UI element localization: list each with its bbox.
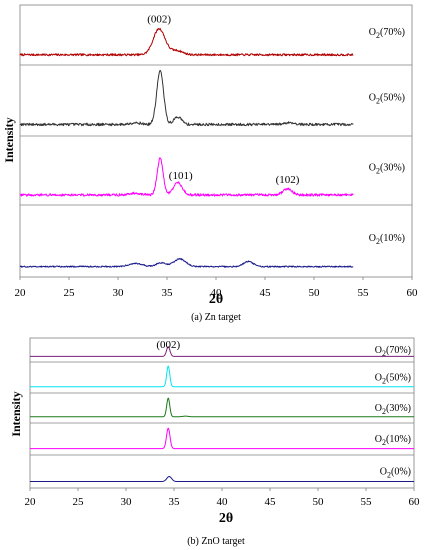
series-label-1: O2(70%)	[375, 345, 411, 358]
peak-annotation-1: (002)	[147, 14, 171, 26]
x-tick-label: 60	[409, 496, 421, 508]
series-label-5: O2(0%)	[380, 467, 411, 480]
x-tick-label: 30	[113, 287, 125, 299]
series-line-1	[19, 27, 354, 57]
x-tick-label: 60	[407, 287, 419, 299]
series-label-4: O2(10%)	[369, 233, 405, 246]
panel-b-caption: (b) ZnO target	[187, 536, 245, 547]
x-tick-label: 45	[260, 287, 272, 299]
x-tick-label: 50	[313, 496, 325, 508]
x-tick-label: 20	[25, 496, 37, 508]
panel-a-caption: (a) Zn target	[191, 312, 241, 323]
x-tick-label: 40	[217, 496, 229, 508]
x-tick-label: 55	[361, 496, 373, 508]
series-label-3: O2(30%)	[369, 163, 405, 176]
panel-b-zno-target: O2(70%) O2(50%) O2(30%) O2(10%) O2(0%) (002)…	[9, 337, 421, 547]
x-tick-label: 55	[358, 287, 370, 299]
peak-annotation-3: (102)	[276, 174, 300, 186]
x-tick-label: 40	[211, 287, 223, 299]
series-line-4	[19, 258, 354, 268]
series-label-3: O2(30%)	[375, 403, 411, 416]
series-line-2	[29, 365, 415, 388]
series-label-1: O2(70%)	[369, 27, 405, 40]
peak-annotation-2: (101)	[169, 170, 193, 182]
panel-a-xlabel: 2θ	[209, 292, 223, 307]
panel-b-frame	[29, 337, 415, 489]
x-tick-label: 25	[64, 287, 76, 299]
x-tick-label: 25	[73, 496, 85, 508]
x-tick-label: 20	[15, 287, 27, 299]
panel-b-xlabel: 2θ	[219, 511, 233, 526]
panel-a-ylabel: Intensity	[2, 117, 16, 162]
series-line-4	[29, 427, 415, 450]
series-line-1	[29, 346, 415, 357]
series-line-5	[29, 476, 415, 482]
x-tick-label: 45	[265, 496, 277, 508]
series-label-2: O2(50%)	[375, 373, 411, 386]
x-tick-label: 35	[162, 287, 174, 299]
series-line-2	[19, 69, 354, 127]
panel-a-zn-target: O2(70%) O2(50%) O2(30%) O2(10%) (002) (101) (…	[2, 4, 419, 323]
panel-b-ylabel: Intensity	[9, 391, 23, 436]
series-label-4: O2(10%)	[375, 434, 411, 447]
series-label-2: O2(50%)	[369, 93, 405, 106]
x-tick-label: 35	[169, 496, 181, 508]
panel-a-frame	[19, 4, 413, 278]
x-tick-label: 30	[121, 496, 133, 508]
x-tick-label: 50	[309, 287, 321, 299]
peak-annotation-1: (002)	[156, 339, 180, 351]
series-line-3	[29, 397, 415, 418]
series-line-3	[19, 157, 354, 197]
